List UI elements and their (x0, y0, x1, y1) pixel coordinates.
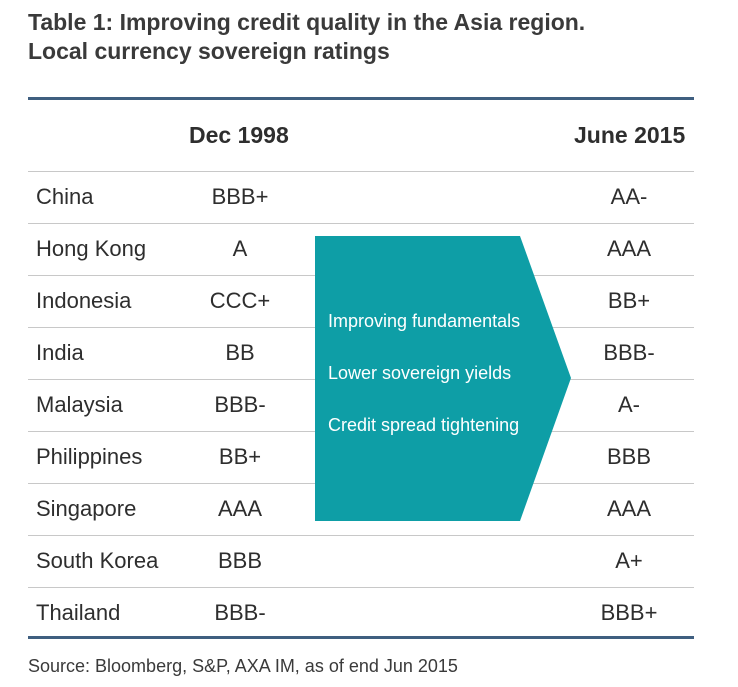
rating-2015-cell: BBB (606, 444, 652, 469)
table-row: Thailand BBB- BBB+ (28, 587, 694, 639)
rating-2015-cell: AA- (610, 184, 648, 209)
rating-1998-cell: A (232, 236, 248, 261)
row-divider (28, 587, 694, 588)
country-cell: Thailand (36, 600, 121, 625)
table-row: South Korea BBB A+ (28, 535, 694, 587)
arrow-shape (315, 236, 571, 521)
row-divider (28, 223, 694, 224)
rating-1998-cell: BB (225, 340, 255, 365)
row-divider (28, 535, 694, 536)
country-cell: South Korea (36, 548, 159, 573)
country-cell: Hong Kong (36, 236, 147, 261)
rating-1998-cell: BB+ (218, 444, 262, 469)
title-line-1: Table 1: Improving credit quality in the… (28, 9, 586, 35)
rating-2015-cell: AAA (606, 236, 652, 261)
arrow-text-fundamentals: Improving fundamentals (328, 311, 521, 331)
rating-1998-cell: AAA (217, 496, 263, 521)
top-rule (28, 97, 694, 100)
table-row: Hong Kong A AAA (28, 223, 694, 275)
country-cell: China (36, 184, 94, 209)
table-row: Indonesia CCC+ BB+ (28, 275, 694, 327)
column-header-dec-1998: Dec 1998 (189, 122, 289, 148)
rating-2015-cell: BBB+ (600, 600, 658, 625)
rating-1998-cell: CCC+ (209, 288, 271, 313)
source-note: Source: Bloomberg, S&P, AXA IM, as of en… (28, 656, 458, 676)
arrow-text-yields: Lower sovereign yields (328, 363, 512, 383)
improvement-arrow (315, 236, 571, 521)
rating-1998-cell: BBB- (214, 392, 266, 417)
rating-2015-cell: BB+ (607, 288, 651, 313)
rating-1998-cell: BBB- (214, 600, 266, 625)
rating-2015-cell: A+ (615, 548, 643, 573)
country-cell: Philippines (36, 444, 143, 469)
country-cell: Malaysia (36, 392, 123, 417)
rating-2015-cell: A- (618, 392, 640, 417)
column-header-june-2015: June 2015 (574, 122, 686, 148)
rating-2015-cell: AAA (606, 496, 652, 521)
row-divider (28, 171, 694, 172)
table-title: Table 1: Improving credit quality in the… (28, 8, 585, 66)
bottom-rule (28, 636, 694, 639)
rating-1998-cell: BBB+ (211, 184, 269, 209)
table-row: China BBB+ AA- (28, 171, 694, 223)
country-cell: Singapore (36, 496, 137, 521)
table-row: Singapore AAA AAA (28, 483, 694, 535)
country-cell: Indonesia (36, 288, 132, 313)
arrow-text-spread: Credit spread tightening (328, 415, 520, 435)
title-line-2: Local currency sovereign ratings (28, 38, 390, 64)
rating-1998-cell: BBB (217, 548, 263, 573)
rating-2015-cell: BBB- (603, 340, 655, 365)
country-cell: India (36, 340, 84, 365)
